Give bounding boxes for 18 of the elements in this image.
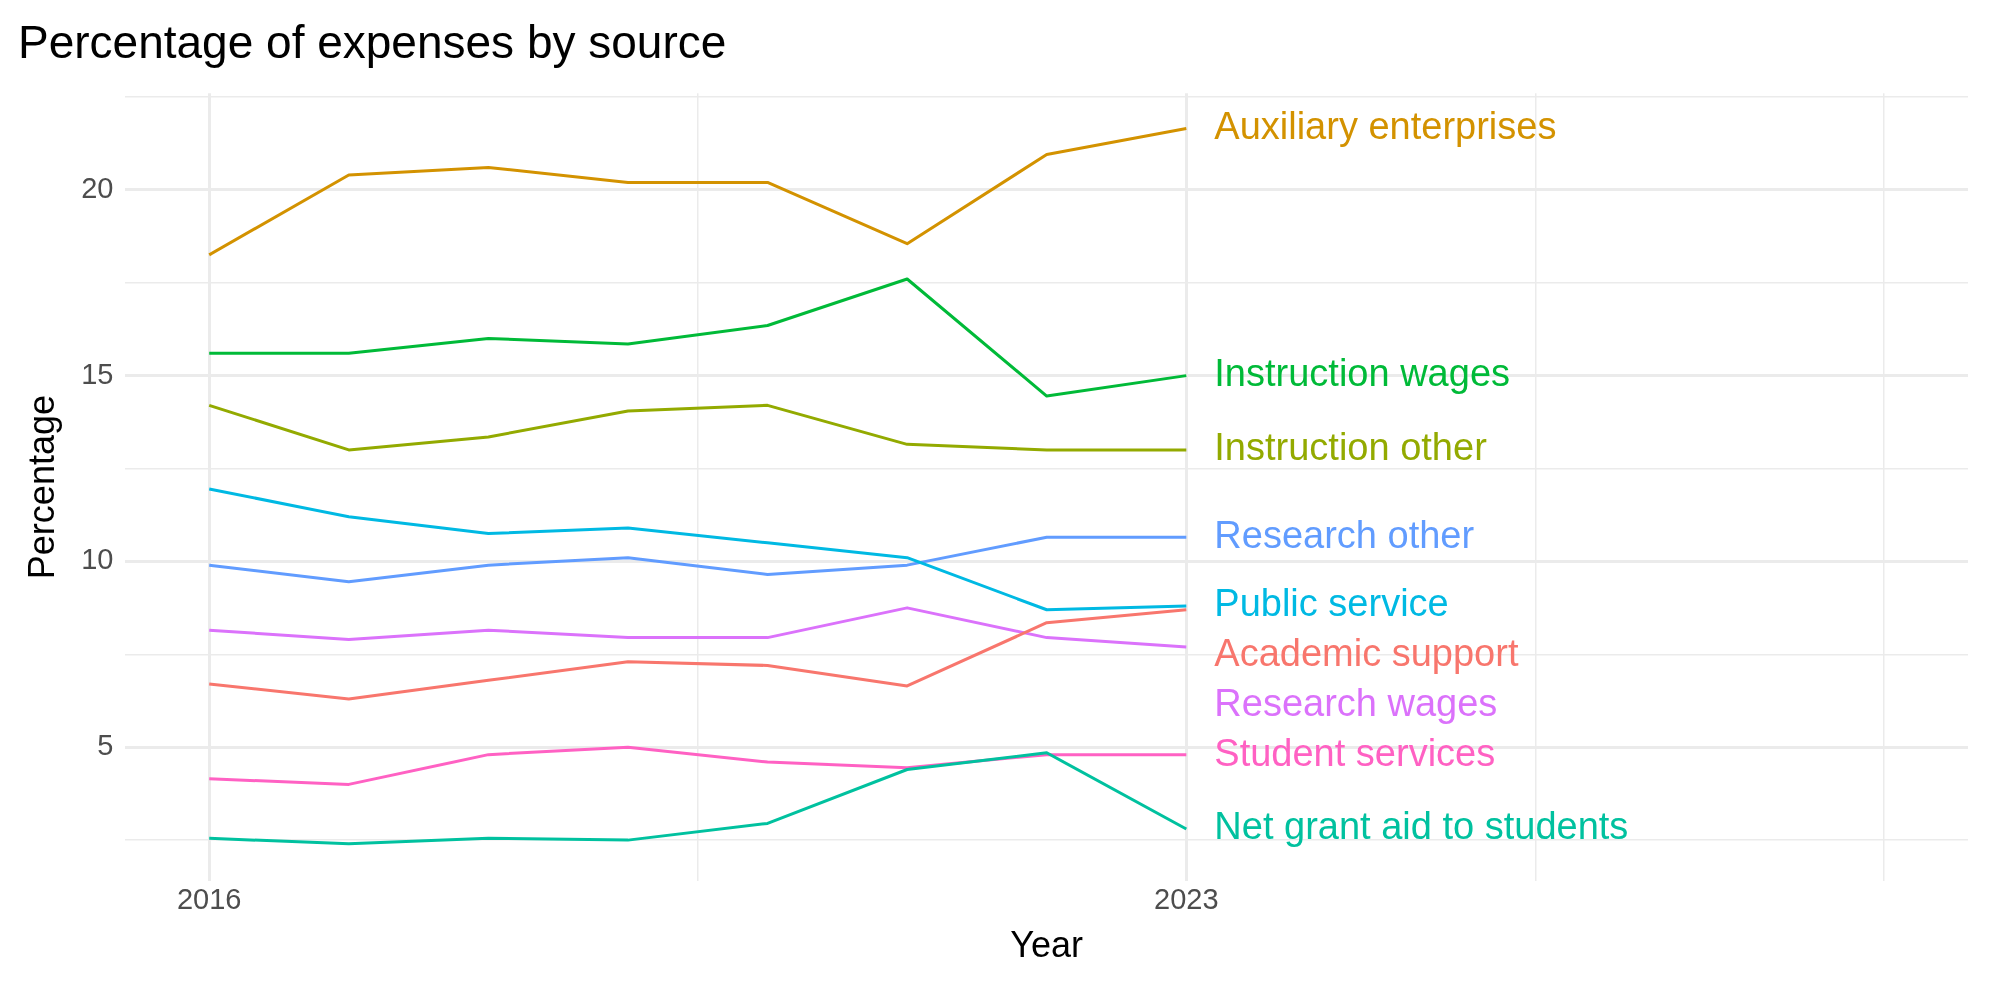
x-axis-title: Year	[1010, 924, 1084, 966]
series-label: Research other	[1214, 513, 1475, 556]
y-tick-label: 10	[81, 543, 114, 576]
y-tick-label: 20	[81, 171, 114, 204]
series-label: Auxiliary enterprises	[1214, 104, 1557, 147]
series-label: Public service	[1214, 582, 1449, 625]
y-axis-title: Percentage	[20, 395, 62, 580]
series-label: Research wages	[1214, 682, 1498, 725]
series-label: Academic support	[1214, 632, 1519, 675]
series-label: Instruction other	[1214, 426, 1488, 469]
y-tick-label: 5	[97, 729, 114, 762]
series-label: Instruction wages	[1214, 352, 1511, 395]
series-label: Net grant aid to students	[1214, 805, 1629, 848]
chart-title: Percentage of expenses by source	[18, 16, 727, 69]
y-tick-label: 15	[81, 357, 114, 390]
series-label: Student services	[1214, 732, 1496, 775]
x-tick-label: 2023	[1154, 883, 1219, 916]
x-tick-label: 2016	[176, 883, 242, 916]
